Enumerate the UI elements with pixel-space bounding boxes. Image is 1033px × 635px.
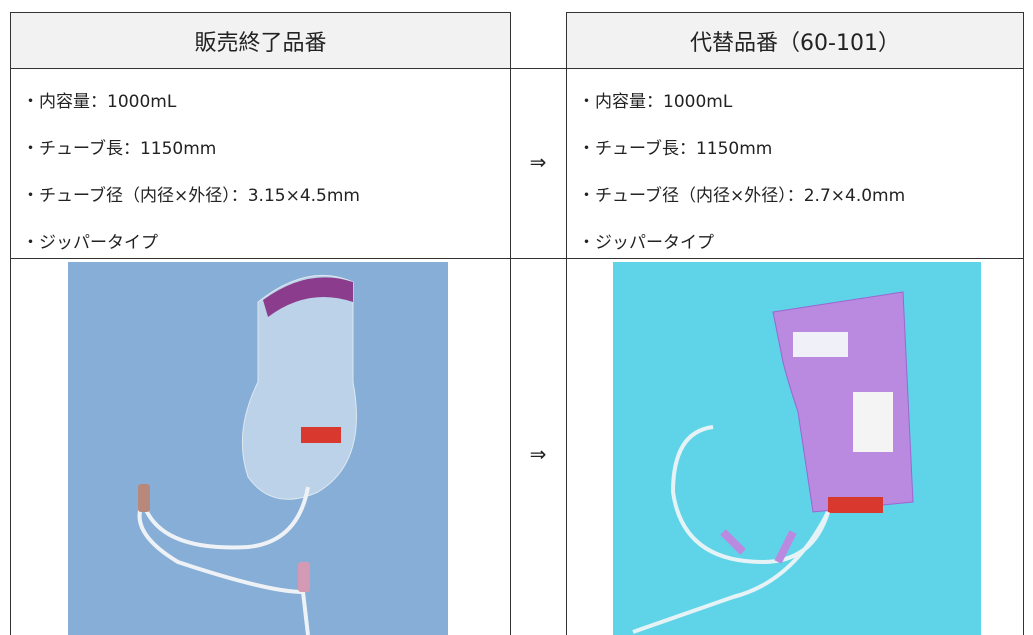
spec-line: ・内容量：1000mL	[578, 92, 733, 112]
spec-line: ・チューブ径（内径×外径）：3.15×4.5mm	[22, 186, 360, 206]
arrow: ⇒	[529, 442, 547, 466]
spec-line: ・ジッパータイプ	[22, 233, 158, 253]
spec-line: ・ジッパータイプ	[578, 233, 714, 253]
image-cell-right	[566, 258, 1024, 635]
spec-line: ・チューブ径（内径×外径）：2.7×4.0mm	[578, 186, 906, 206]
product-image-old	[68, 262, 448, 635]
spec-line: ・チューブ長：1150mm	[22, 139, 217, 159]
product-image-new	[613, 262, 981, 635]
header-gap	[510, 12, 567, 69]
spec-line: ・チューブ長：1150mm	[578, 139, 773, 159]
arrow: ⇒	[529, 150, 547, 174]
spec-line: ・内容量：1000mL	[22, 92, 177, 112]
header-left: 販売終了品番	[10, 12, 511, 69]
header-right: 代替品番（60-101）	[566, 12, 1024, 69]
